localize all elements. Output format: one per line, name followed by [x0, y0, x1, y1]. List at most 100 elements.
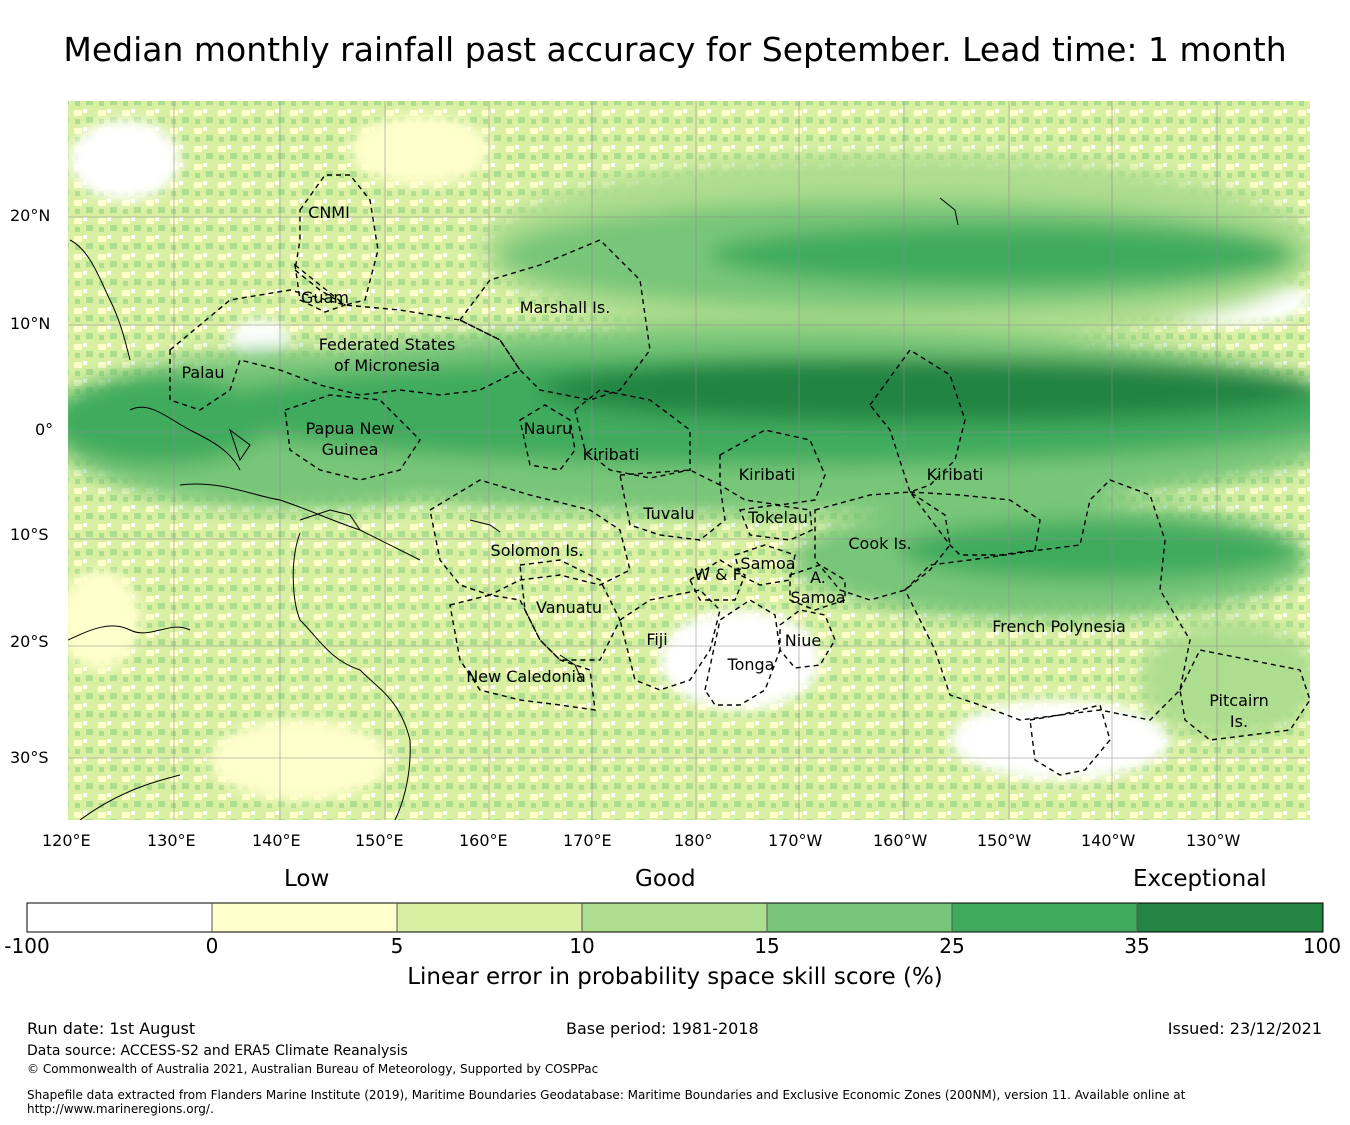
eez-solomon [429, 479, 631, 596]
eez-fsm [169, 289, 522, 411]
lon-tick-label: 150°E [355, 831, 404, 850]
lon-tick-label: 140°E [252, 831, 301, 850]
eez-wallis-futuna [689, 559, 746, 601]
issued-date: Issued: 23/12/2021 [1167, 1019, 1322, 1038]
eez-austral-south [1029, 704, 1111, 776]
region-label: New Caledonia [466, 667, 586, 686]
region-label: Samoa [740, 554, 795, 573]
eez-guam [294, 263, 347, 313]
region-label: Guinea [322, 440, 379, 459]
lat-tick-label: 20°S [10, 632, 49, 651]
region-label: Kiribati [583, 445, 640, 464]
eez-tuvalu [619, 469, 726, 541]
lon-tick-label: 150°W [977, 831, 1032, 850]
colorbar-segment [952, 903, 1137, 932]
region-label: of Micronesia [334, 356, 440, 375]
region-label: Federated States [319, 335, 456, 354]
colorbar-segment [27, 903, 212, 932]
run-date: Run date: 1st August [27, 1019, 196, 1038]
lon-tick-label: 160°E [459, 831, 508, 850]
eez-boundaries [169, 174, 1310, 776]
lat-tick-label: 10°S [10, 525, 49, 544]
lon-tick-label: 160°W [873, 831, 928, 850]
colorbar-tick: 25 [939, 934, 965, 958]
lon-tick-label: 170°W [768, 831, 823, 850]
page-title: Median monthly rainfall past accuracy fo… [63, 30, 1287, 69]
region-label: Papua New [306, 419, 395, 438]
lon-tick-label: 120°E [42, 831, 91, 850]
eez-fiji [619, 589, 721, 691]
colorbar-category-exceptional: Exceptional [1133, 866, 1267, 892]
colorbar-segment [397, 903, 582, 932]
eez-marshall [458, 239, 651, 401]
eez-cnmi [294, 174, 379, 306]
shapefile-url: http://www.marineregions.org/. [27, 1102, 214, 1116]
eez-niue [779, 609, 836, 669]
colorbar-tick: 5 [390, 934, 404, 958]
colorbar-tick: 0 [205, 934, 219, 958]
colorbar-category-low: Low [284, 866, 330, 892]
region-label: Tonga [727, 655, 775, 674]
region-label: Marshall Is. [520, 298, 611, 317]
region-label: A. [810, 568, 826, 587]
copyright-notice: © Commonwealth of Australia 2021, Austra… [27, 1062, 599, 1076]
colorbar-tick: 35 [1124, 934, 1150, 958]
data-source: Data source: ACCESS-S2 and ERA5 Climate … [27, 1043, 408, 1059]
region-label: Palau [181, 363, 224, 382]
colorbar-tick: 15 [754, 934, 780, 958]
lat-tick-label: 10°N [10, 314, 51, 333]
colorbar-label: Linear error in probability space skill … [407, 964, 943, 990]
eez-kiribati-east [908, 491, 1041, 556]
shapefile-credit: Shapefile data extracted from Flanders M… [27, 1088, 1186, 1102]
eez-png [284, 394, 421, 481]
lon-tick-label: 130°E [147, 831, 196, 850]
eez-samoa [734, 544, 796, 586]
eez-new-caledonia [449, 594, 596, 711]
region-label: Fiji [646, 630, 667, 649]
region-label: French Polynesia [992, 617, 1126, 636]
eez-tokelau [739, 504, 813, 541]
colorbar-tick: 100 [1302, 934, 1342, 958]
region-label: Pitcairn [1209, 691, 1269, 710]
region-label: Tokelau [747, 508, 808, 527]
eez-kiribati-line [869, 349, 966, 493]
colorbar-segment [582, 903, 767, 932]
lat-tick-label: 0° [35, 420, 54, 439]
colorbar-frame [26, 902, 1324, 933]
eez-nauru [519, 404, 576, 471]
region-label: Cook Is. [848, 534, 911, 553]
lon-tick-label: 140°W [1081, 831, 1136, 850]
lon-tick-label: 170°E [563, 831, 612, 850]
region-label: Guam [301, 288, 349, 307]
base-period: Base period: 1981-2018 [566, 1019, 759, 1038]
lat-tick-label: 20°N [10, 206, 51, 225]
region-label: Nauru [524, 419, 573, 438]
map-canvas: CNMI Guam Marshall Is. Federated States … [68, 101, 1310, 820]
colorbar-tick: 10 [569, 934, 595, 958]
region-label: Samoa [790, 588, 845, 607]
region-label: Solomon Is. [491, 541, 584, 560]
colorbar [26, 902, 1324, 933]
colorbar-segment [1137, 903, 1323, 932]
region-label: Vanuatu [536, 598, 602, 617]
lon-tick-label: 180° [674, 831, 713, 850]
colorbar-category-good: Good [635, 866, 696, 892]
region-label: Tuvalu [642, 504, 694, 523]
colorbar-segment [767, 903, 952, 932]
region-label: Kiribati [739, 465, 796, 484]
coastlines [68, 197, 959, 820]
colorbar-tick: -100 [4, 934, 50, 958]
eez-french-polynesia [904, 479, 1191, 721]
lon-tick-label: 130°W [1186, 831, 1241, 850]
region-labels: CNMI Guam Marshall Is. Federated States … [181, 203, 1268, 731]
eez-kiribati-gilbert [574, 389, 691, 479]
region-label: Niue [785, 631, 821, 650]
colorbar-segment [212, 903, 397, 932]
eez-cook [814, 491, 951, 601]
lat-tick-label: 30°S [10, 748, 49, 767]
region-label: Is. [1230, 712, 1248, 731]
region-label: Kiribati [927, 465, 984, 484]
eez-kiribati-phoenix [719, 429, 826, 506]
region-label: W & F [694, 565, 742, 584]
